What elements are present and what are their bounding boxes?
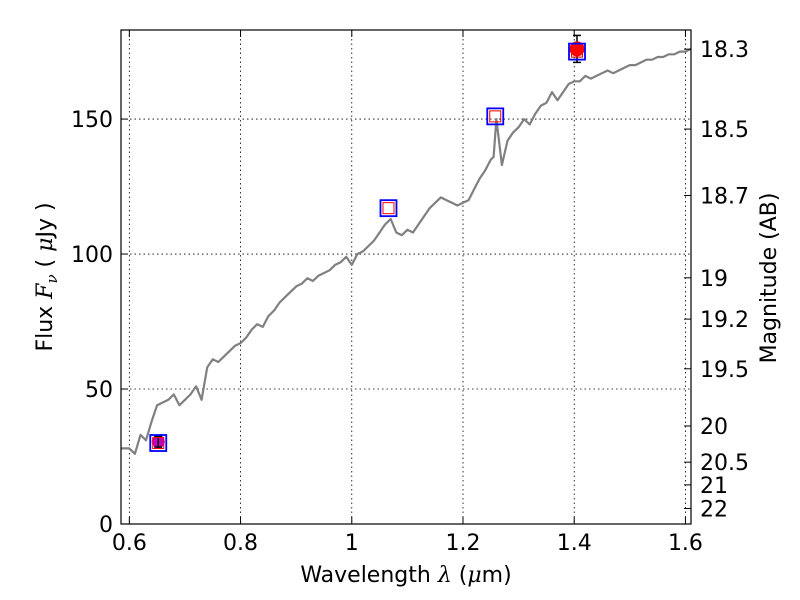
x-axis-label: Wavelength λ (μm) — [300, 563, 511, 588]
open-square-inner-marker — [489, 110, 502, 123]
y-axis-right-label: Magnitude (AB) — [757, 193, 782, 364]
mag-tick-label: 18.7 — [700, 184, 749, 209]
x-tick-label: 1.4 — [557, 531, 592, 556]
mag-tick-label: 20 — [700, 415, 728, 440]
open-square-marker — [379, 199, 398, 218]
open-square-inner-marker — [382, 202, 395, 215]
mag-tick-label: 21 — [700, 474, 728, 499]
axis-ticks — [121, 30, 691, 525]
y-tick-label: 0 — [99, 513, 113, 538]
points-layer — [149, 34, 586, 452]
y-axis-label: Flux Fν ( μJy ) — [33, 202, 61, 351]
open-square-marker — [568, 42, 586, 61]
spectrum-layer — [121, 47, 692, 455]
open-square-inner-marker — [571, 45, 583, 58]
spectrum-line — [121, 47, 692, 455]
x-tick-label: 0.6 — [112, 531, 147, 556]
tick-labels: 0.6 0.8 1 1.2 1.4 1.6 0 50 100 150 18.3 18.5 18.7 19 1… — [71, 38, 749, 556]
y-tick-label: 50 — [85, 378, 113, 403]
mag-tick-label: 22 — [700, 497, 728, 522]
mag-tick-label: 20.5 — [700, 451, 749, 476]
mag-tick-label: 19.2 — [700, 308, 749, 333]
open-square-marker — [486, 107, 505, 126]
mag-tick-label: 18.5 — [700, 118, 749, 143]
open-square-marker — [149, 434, 168, 452]
x-tick-label: 1 — [345, 531, 359, 556]
open-square-inner-marker — [152, 437, 165, 450]
x-tick-label: 1.6 — [668, 531, 703, 556]
x-tick-label: 1.2 — [446, 531, 481, 556]
mag-tick-label: 19.5 — [700, 358, 749, 383]
plot-frame — [120, 29, 692, 525]
mag-tick-label: 19 — [700, 267, 728, 292]
y-tick-label: 100 — [71, 243, 113, 268]
y-tick-label: 150 — [71, 108, 113, 133]
x-tick-label: 0.8 — [223, 531, 258, 556]
filled-data-point — [569, 41, 585, 57]
mag-tick-label: 18.3 — [700, 38, 749, 63]
